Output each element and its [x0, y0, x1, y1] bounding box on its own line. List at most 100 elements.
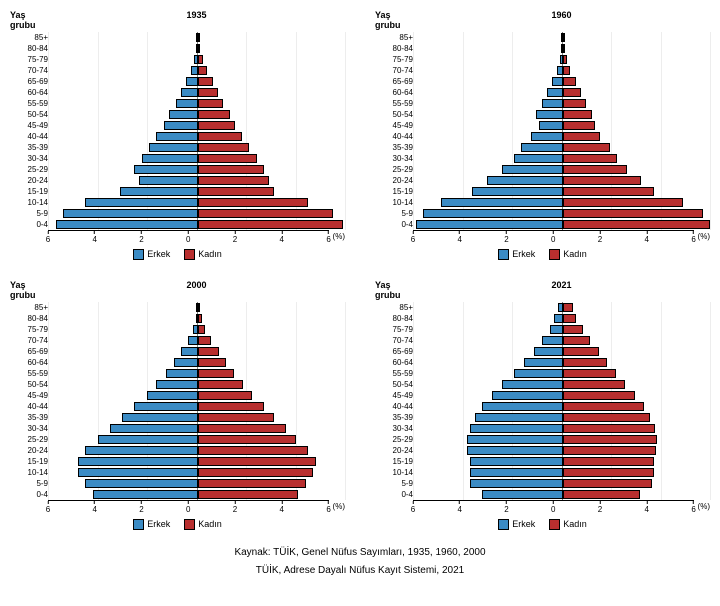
age-row: 70-74	[10, 65, 345, 76]
male-bar	[492, 391, 563, 400]
male-bar	[482, 490, 563, 499]
year-title: 1935	[48, 10, 345, 30]
legend-female-label: Kadın	[563, 519, 587, 529]
male-bar	[542, 99, 563, 108]
age-label: 75-79	[10, 325, 51, 334]
age-row: 80-84	[10, 313, 345, 324]
female-bar	[563, 165, 627, 174]
age-row: 50-54	[375, 109, 710, 120]
age-label: 85+	[375, 33, 416, 42]
age-label: 55-59	[10, 99, 51, 108]
age-label: 35-39	[10, 143, 51, 152]
age-row: 50-54	[375, 379, 710, 390]
female-bar	[563, 132, 600, 141]
age-row: 80-84	[375, 43, 710, 54]
age-row: 65-69	[375, 346, 710, 357]
female-bar	[563, 369, 616, 378]
male-bar	[85, 198, 198, 207]
female-bar	[563, 44, 565, 53]
source-line: TÜİK, Adrese Dayalı Nüfus Kayıt Sistemi,…	[10, 562, 710, 580]
male-bar	[78, 457, 198, 466]
female-bar	[198, 176, 269, 185]
female-bar	[198, 347, 219, 356]
female-bar	[198, 66, 207, 75]
pyramid-2021: Yaş grubu202185+80-8475-7970-7465-6960-6…	[375, 280, 710, 530]
age-row: 75-79	[10, 54, 345, 65]
male-bar	[470, 424, 563, 433]
age-row: 30-34	[10, 153, 345, 164]
age-row: 15-19	[10, 456, 345, 467]
age-group-header: Yaş grubu	[10, 280, 48, 300]
male-bar	[147, 391, 198, 400]
age-label: 85+	[10, 33, 51, 42]
year-title: 2021	[413, 280, 710, 300]
age-label: 15-19	[10, 187, 51, 196]
female-bar	[198, 220, 343, 229]
female-bar	[563, 110, 592, 119]
age-row: 60-64	[375, 87, 710, 98]
age-row: 5-9	[375, 208, 710, 219]
age-label: 75-79	[10, 55, 51, 64]
male-bar	[93, 490, 198, 499]
age-label: 70-74	[10, 336, 51, 345]
age-label: 45-49	[10, 391, 51, 400]
age-row: 40-44	[10, 131, 345, 142]
age-row: 55-59	[375, 368, 710, 379]
female-bar	[198, 391, 252, 400]
female-bar	[198, 132, 242, 141]
female-bar	[198, 110, 230, 119]
x-axis-unit: (%)	[333, 230, 345, 241]
male-bar	[85, 446, 198, 455]
age-label: 85+	[10, 303, 51, 312]
female-bar	[563, 314, 576, 323]
male-bar	[176, 99, 198, 108]
female-bar	[563, 66, 570, 75]
female-bar	[563, 176, 641, 185]
age-row: 75-79	[375, 324, 710, 335]
female-bar	[198, 55, 203, 64]
age-row: 45-49	[10, 120, 345, 131]
male-bar	[514, 369, 563, 378]
age-row: 50-54	[10, 109, 345, 120]
age-label: 5-9	[10, 479, 51, 488]
age-label: 35-39	[375, 143, 416, 152]
age-row: 65-69	[375, 76, 710, 87]
female-bar	[563, 209, 703, 218]
x-axis: 6420246	[413, 230, 694, 245]
female-bar	[198, 77, 213, 86]
age-row: 5-9	[375, 478, 710, 489]
female-bar	[198, 143, 249, 152]
male-bar	[164, 121, 198, 130]
male-bar	[554, 314, 563, 323]
legend: ErkekKadın	[10, 519, 345, 530]
x-axis: 6420246	[413, 500, 694, 515]
age-label: 0-4	[10, 220, 51, 229]
age-label: 25-29	[375, 435, 416, 444]
age-row: 70-74	[375, 65, 710, 76]
female-bar	[563, 143, 610, 152]
age-label: 25-29	[10, 435, 51, 444]
age-row: 0-4	[10, 489, 345, 500]
age-label: 25-29	[375, 165, 416, 174]
age-label: 55-59	[10, 369, 51, 378]
female-bar	[198, 490, 298, 499]
female-bar	[198, 121, 235, 130]
male-bar	[181, 88, 198, 97]
male-bar	[139, 176, 198, 185]
age-label: 0-4	[375, 490, 416, 499]
age-label: 15-19	[10, 457, 51, 466]
age-row: 40-44	[10, 401, 345, 412]
male-bar	[186, 77, 198, 86]
female-bar	[198, 479, 306, 488]
age-row: 20-24	[375, 175, 710, 186]
male-bar	[78, 468, 198, 477]
male-bar	[149, 143, 198, 152]
age-row: 55-59	[10, 368, 345, 379]
age-label: 10-14	[375, 468, 416, 477]
age-label: 45-49	[10, 121, 51, 130]
male-bar	[122, 413, 198, 422]
age-label: 40-44	[10, 132, 51, 141]
age-row: 30-34	[375, 153, 710, 164]
age-row: 45-49	[375, 390, 710, 401]
age-label: 0-4	[375, 220, 416, 229]
